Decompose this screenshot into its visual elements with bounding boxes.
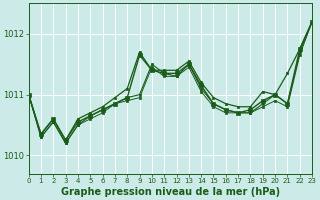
X-axis label: Graphe pression niveau de la mer (hPa): Graphe pression niveau de la mer (hPa) (61, 187, 280, 197)
